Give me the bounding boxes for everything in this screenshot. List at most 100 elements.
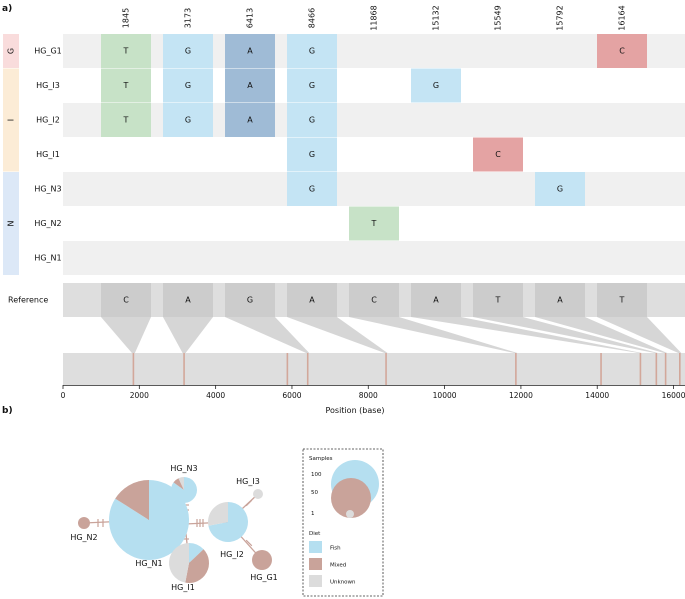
variant-cell-hg-i1-8466 xyxy=(287,137,337,172)
connector-15549 xyxy=(473,317,658,353)
reference-base-15792: A xyxy=(557,296,563,305)
variant-cell-hg-g1-3173 xyxy=(163,34,213,68)
variant-cell-hg-i3-6413 xyxy=(225,68,275,103)
group-bar-i xyxy=(3,68,19,172)
row-stripe-hg-g1 xyxy=(63,34,685,68)
variant-base-hg-n2-11868: T xyxy=(371,219,377,228)
variant-base-hg-i2-1845: T xyxy=(123,116,129,125)
legend-size-label-1: 1 xyxy=(311,511,315,517)
variant-cell-hg-i3-3173 xyxy=(163,68,213,103)
column-header-15132: 15132 xyxy=(432,5,441,30)
variant-cell-hg-g1-6413 xyxy=(225,34,275,68)
variant-base-hg-n3-8466: G xyxy=(309,185,315,194)
node-hg-n1 xyxy=(109,480,190,560)
reference-base-15549: T xyxy=(495,296,501,305)
row-label-hg-n3: HG_N3 xyxy=(34,185,61,194)
connector-16164 xyxy=(597,317,682,353)
node-hg-i2 xyxy=(208,502,248,542)
legend-size-circle-50 xyxy=(331,478,371,518)
connector-15792 xyxy=(535,317,668,353)
group-label-g: G xyxy=(7,48,16,54)
reference-cell-1845 xyxy=(101,283,151,317)
row-label-hg-n1: HG_N1 xyxy=(34,254,61,263)
reference-cell-15549 xyxy=(473,283,523,317)
variant-base-hg-g1-16164: C xyxy=(619,47,625,56)
x-tick-label-2000: 2000 xyxy=(130,391,149,400)
legend-swatch-mixed xyxy=(309,558,322,570)
connector-11868 xyxy=(349,317,518,353)
variant-cell-hg-i2-1845 xyxy=(101,103,151,137)
reference-cell-6413 xyxy=(225,283,275,317)
variant-cell-hg-n3-8466 xyxy=(287,172,337,206)
variant-cell-hg-i3-1845 xyxy=(101,68,151,103)
reference-base-8466: A xyxy=(309,296,315,305)
x-tick-label-6000: 6000 xyxy=(282,391,301,400)
panel-a-label: a) xyxy=(2,4,12,14)
legend-samples-title: Samples xyxy=(309,456,333,462)
column-header-8466: 8466 xyxy=(308,8,317,28)
variant-base-hg-i3-6413: A xyxy=(247,81,253,90)
x-axis-title: Position (base) xyxy=(325,406,384,415)
reference-cell-3173 xyxy=(163,283,213,317)
node-hg-g1 xyxy=(252,550,272,570)
genome-ruler: 0 2000 4000 6000 8000 10000 12000 14000 16000 Pos… xyxy=(61,317,685,415)
group-label-i: I xyxy=(7,119,16,121)
variant-cell-hg-i3-8466 xyxy=(287,68,337,103)
legend-size-label-50: 50 xyxy=(311,490,318,496)
variant-base-hg-g1-1845: T xyxy=(123,47,129,56)
ruler-band xyxy=(63,353,685,385)
legend-diet-title: Diet xyxy=(309,531,321,537)
node-hg-i1-slice-mixed xyxy=(185,549,210,584)
node-hg-n3-slice-fish xyxy=(170,477,197,503)
node-hg-n3 xyxy=(170,477,197,503)
connector-6413 xyxy=(225,317,310,353)
column-header-11868: 11868 xyxy=(370,5,379,30)
variant-base-hg-i3-1845: T xyxy=(123,81,129,90)
variant-base-hg-i2-8466: G xyxy=(309,116,315,125)
group-bar-g xyxy=(3,34,19,68)
panel-b-label: b) xyxy=(2,406,13,416)
variant-cell-hg-g1-8466 xyxy=(287,34,337,68)
reference-base-11868: C xyxy=(371,296,377,305)
column-header-15792: 15792 xyxy=(556,5,565,30)
node-label-hg-n3: HG_N3 xyxy=(170,464,197,473)
variant-cell-hg-i2-6413 xyxy=(225,103,275,137)
row-stripe-hg-n3 xyxy=(63,172,685,206)
x-tick-label-0: 0 xyxy=(61,391,66,400)
variant-base-hg-i2-3173: G xyxy=(185,116,191,125)
group-label-n: N xyxy=(7,220,16,226)
variant-cell-hg-n3-15792 xyxy=(535,172,585,206)
reference-cell-16164 xyxy=(597,283,647,317)
column-header-3173: 3173 xyxy=(184,8,193,28)
reference-cell-15792 xyxy=(535,283,585,317)
variant-cell-hg-i2-3173 xyxy=(163,103,213,137)
variant-base-hg-g1-6413: A xyxy=(247,47,253,56)
node-label-hg-i2: HG_I2 xyxy=(220,550,244,559)
legend-box xyxy=(302,448,384,597)
node-hg-g1-slice-mixed xyxy=(252,550,272,570)
connector-8466 xyxy=(287,317,388,353)
x-tick-label-8000: 8000 xyxy=(359,391,378,400)
variant-cell-hg-i2-8466 xyxy=(287,103,337,137)
reference-base-6413: G xyxy=(247,296,253,305)
legend-diet-label-fish: Fish xyxy=(330,546,341,552)
node-hg-i1-slice-unknown xyxy=(168,543,189,583)
variant-cell-hg-n2-11868 xyxy=(349,206,399,241)
x-tick-label-4000: 4000 xyxy=(206,391,225,400)
x-tick-label-16000: 16000 xyxy=(662,391,685,400)
haplotype-network: HG_N1 HG_N2 HG_N3 HG_I1 HG_I2 HG_I3 HG_G1 xyxy=(70,464,277,592)
node-hg-n2-slice-mixed xyxy=(78,517,90,529)
variant-base-hg-i2-6413: A xyxy=(247,116,253,125)
legend-swatch-fish xyxy=(309,541,322,553)
variant-cell-hg-g1-16164 xyxy=(597,34,647,68)
node-hg-i1-slice-fish xyxy=(189,543,204,563)
column-header-15549: 15549 xyxy=(494,5,503,30)
node-label-hg-g1: HG_G1 xyxy=(250,573,278,582)
legend-swatch-unknown xyxy=(309,575,322,587)
legend-size-label-100: 100 xyxy=(311,472,322,478)
reference-cell-15132 xyxy=(411,283,461,317)
node-hg-n1-slice-mixed xyxy=(115,480,149,520)
mutation-tick-i3 xyxy=(245,499,253,507)
variant-base-hg-n3-15792: G xyxy=(557,185,563,194)
